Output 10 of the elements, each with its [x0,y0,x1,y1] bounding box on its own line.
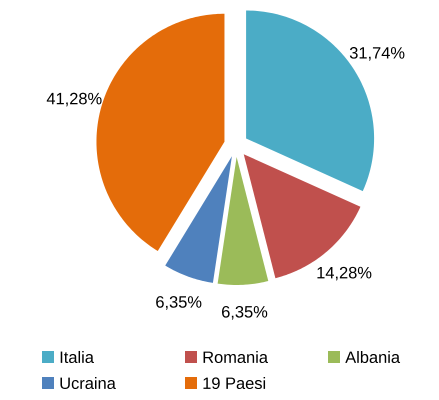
legend-label: Ucraina [60,376,116,390]
legend-label: Albania [345,350,400,364]
data-label: 14,28% [317,266,372,280]
legend-label: Italia [60,350,94,364]
legend-label: 19 Paesi [203,376,266,390]
data-label: 6,35% [156,296,202,310]
legend-label: Romania [204,350,268,364]
data-label: 41,28% [46,92,102,106]
data-label: 31,74% [350,47,404,61]
data-label: 6,35% [222,306,268,320]
